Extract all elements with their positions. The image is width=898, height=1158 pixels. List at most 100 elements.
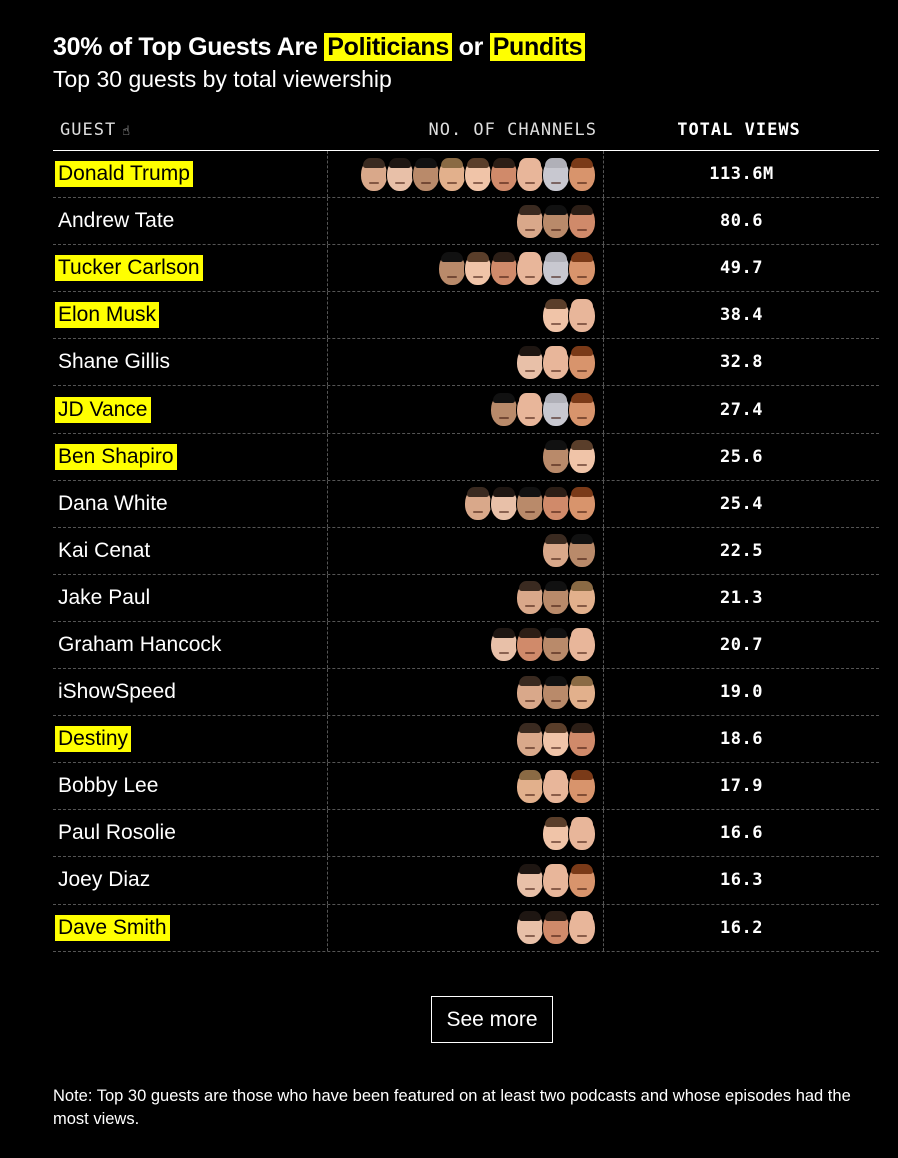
total-views-cell: 38.4	[720, 305, 763, 326]
podcast-host-face-icon	[569, 534, 595, 568]
podcast-host-face-icon	[439, 157, 465, 191]
podcast-host-face-icon	[543, 911, 569, 945]
table-body: Donald Trump 113.6M Andrew Tate 80.6 Tucker …	[53, 151, 879, 952]
guest-name: Destiny	[55, 726, 132, 753]
podcast-host-face-icon	[543, 722, 569, 756]
channels-cell	[328, 527, 604, 574]
podcast-host-face-icon	[465, 157, 491, 191]
podcast-host-face-icon	[543, 298, 569, 332]
channels-cell	[328, 621, 604, 669]
table-row: Paul Rosolie 16.6	[53, 810, 879, 858]
guest-name: Andrew Tate	[58, 209, 175, 233]
total-views-cell: 20.7	[720, 634, 763, 655]
podcast-host-face-icon	[465, 251, 491, 285]
guest-cell: Destiny	[53, 716, 328, 763]
podcast-host-face-icon	[543, 534, 569, 568]
channels-cell	[328, 574, 604, 621]
podcast-host-face-icon	[361, 157, 387, 191]
podcast-host-face-icon	[517, 251, 543, 285]
guest-cell: iShowSpeed	[53, 669, 328, 716]
table-row: Joey Diaz 16.3	[53, 857, 879, 905]
table-row: Tucker Carlson 49.7	[53, 245, 879, 293]
podcast-host-face-icon	[543, 863, 569, 897]
guest-cell: Tucker Carlson	[53, 245, 328, 292]
table-row: Destiny 18.6	[53, 716, 879, 764]
podcast-host-face-icon	[517, 487, 543, 521]
table-row: Dave Smith 16.2	[53, 904, 879, 952]
views-column-header[interactable]: TOTAL VIEWS	[677, 120, 801, 140]
total-views-cell: 21.3	[720, 587, 763, 608]
total-views-cell: 32.8	[720, 352, 763, 373]
see-more-button[interactable]: See more	[431, 996, 553, 1043]
pointer-cursor-icon: ☝	[122, 124, 132, 139]
podcast-host-face-icon	[569, 769, 595, 803]
podcast-host-face-icon	[543, 816, 569, 850]
table-row: Ben Shapiro 25.6	[53, 433, 879, 481]
title-prefix: 30% of Top Guests Are	[53, 33, 325, 61]
podcast-host-face-icon	[491, 157, 517, 191]
podcast-host-face-icon	[517, 393, 543, 427]
podcast-host-face-icon	[569, 911, 595, 945]
guest-cell: Dana White	[53, 480, 328, 527]
channels-cell	[328, 857, 604, 904]
podcast-host-face-icon	[517, 769, 543, 803]
guest-name: Ben Shapiro	[55, 443, 177, 470]
podcast-host-face-icon	[517, 863, 543, 897]
podcast-host-face-icon	[491, 628, 517, 662]
title-highlight-pundits: Pundits	[489, 33, 586, 61]
guest-cell: Donald Trump	[53, 151, 328, 198]
table-row: Dana White 25.4	[53, 480, 879, 528]
podcast-host-face-icon	[543, 487, 569, 521]
total-views-cell: 16.2	[720, 917, 763, 938]
total-views-cell: 25.6	[720, 446, 763, 467]
total-views-cell: 19.0	[720, 682, 763, 703]
chart-subtitle: Top 30 guests by total viewership	[53, 66, 392, 92]
podcast-host-face-icon	[569, 863, 595, 897]
podcast-host-face-icon	[543, 581, 569, 615]
podcast-host-face-icon	[543, 628, 569, 662]
table-header: GUEST ☝ NO. OF CHANNELS TOTAL VIEWS	[53, 116, 879, 151]
channels-cell	[328, 292, 604, 339]
guest-name: Graham Hancock	[58, 632, 222, 656]
channels-cell	[328, 716, 604, 763]
podcast-host-face-icon	[569, 722, 595, 756]
podcast-host-face-icon	[543, 345, 569, 379]
channels-column-header[interactable]: NO. OF CHANNELS	[428, 120, 597, 140]
podcast-host-face-icon	[543, 251, 569, 285]
guest-cell: Jake Paul	[53, 574, 328, 621]
channels-cell	[328, 339, 604, 386]
podcast-host-face-icon	[569, 157, 595, 191]
table-row: Andrew Tate 80.6	[53, 198, 879, 246]
guest-cell: Ben Shapiro	[53, 433, 328, 480]
total-views-cell: 16.3	[720, 870, 763, 891]
guest-name: Elon Musk	[55, 302, 160, 329]
table-row: Shane Gillis 32.8	[53, 339, 879, 387]
footnote: Note: Top 30 guests are those who have b…	[53, 1087, 851, 1128]
guest-cell: Shane Gillis	[53, 339, 328, 386]
table-row: Donald Trump 113.6M	[53, 151, 879, 199]
podcast-host-face-icon	[569, 628, 595, 662]
channels-cell	[328, 810, 604, 857]
podcast-host-face-icon	[465, 487, 491, 521]
guest-cell: Dave Smith	[53, 904, 328, 951]
podcast-host-face-icon	[543, 769, 569, 803]
table-row: Elon Musk 38.4	[53, 292, 879, 340]
podcast-host-face-icon	[387, 157, 413, 191]
guest-cell: Kai Cenat	[53, 527, 328, 574]
guest-column-header[interactable]: GUEST ☝	[60, 120, 131, 140]
podcast-host-face-icon	[413, 157, 439, 191]
table-row: Kai Cenat 22.5	[53, 527, 879, 575]
guest-cell: Andrew Tate	[53, 198, 328, 245]
total-views-cell: 49.7	[720, 258, 763, 279]
podcast-host-face-icon	[491, 251, 517, 285]
channels-cell	[328, 386, 604, 433]
channels-cell	[328, 198, 604, 245]
total-views-cell: 22.5	[720, 540, 763, 561]
guest-name: Tucker Carlson	[55, 255, 203, 282]
podcast-host-face-icon	[491, 487, 517, 521]
guest-name: iShowSpeed	[58, 680, 176, 704]
podcast-host-face-icon	[517, 722, 543, 756]
total-views-cell: 17.9	[720, 776, 763, 797]
total-views-cell: 113.6M	[709, 164, 774, 185]
table-row: Graham Hancock 20.7	[53, 621, 879, 670]
